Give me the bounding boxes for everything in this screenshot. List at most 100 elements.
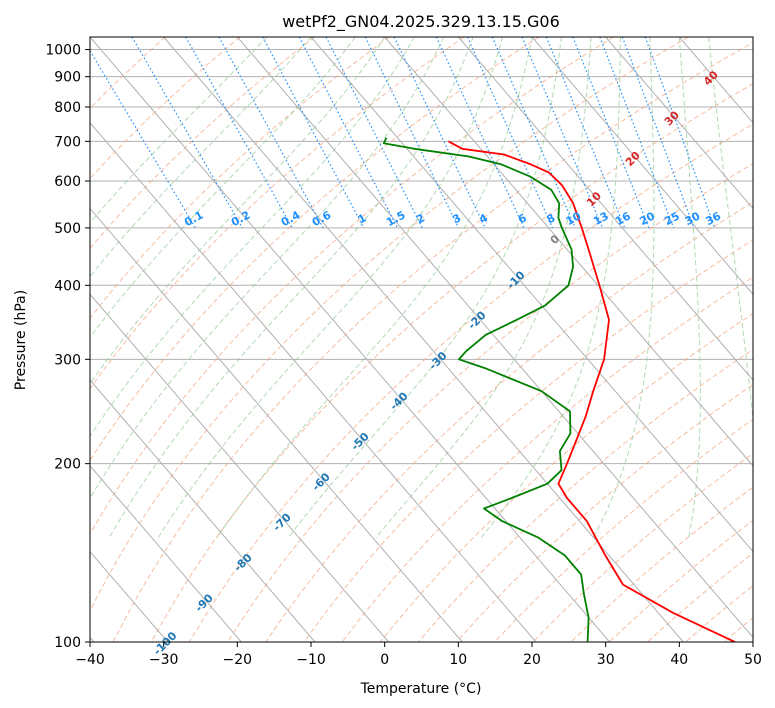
isotherm-line: [236, 37, 753, 639]
moist-adiabat: [480, 37, 621, 539]
isotherm-line: [163, 37, 684, 642]
mixing-ratio-line: [393, 37, 486, 229]
x-tick-label: −20: [223, 652, 253, 668]
mixing-ratio-label: 0.4: [279, 208, 303, 229]
dry-adiabat: [723, 616, 753, 642]
isotherm-line: [90, 121, 537, 642]
x-tick-label: 20: [523, 652, 541, 668]
dewpoint-profile-line: [382, 137, 590, 642]
isotherm-label: -40: [387, 389, 410, 412]
mixing-ratio-line: [435, 37, 525, 229]
x-tick-label: 50: [744, 652, 762, 668]
isotherm-line: [310, 37, 753, 553]
mixing-ratio-line: [185, 37, 293, 229]
moist-adiabat: [216, 37, 533, 538]
mixing-ratio-line: [218, 37, 324, 229]
moist-adiabat: [287, 37, 562, 539]
moist-adiabat: [375, 37, 592, 539]
dry-adiabat: [90, 37, 614, 535]
mixing-ratio-line: [599, 37, 675, 229]
dry-adiabat: [303, 239, 753, 642]
y-tick-label: 1000: [45, 43, 81, 59]
temperature-profile-line: [448, 140, 736, 642]
mixing-ratio-line: [644, 37, 716, 229]
isotherm-label: -80: [232, 551, 255, 574]
x-tick-label: 0: [380, 652, 389, 668]
mixing-ratio-line: [131, 37, 243, 229]
y-axis-label: Pressure (hPa): [13, 290, 29, 390]
y-tick-label: 400: [54, 278, 81, 294]
mixing-ratio-label: 2: [414, 211, 427, 226]
axes: −40 −30 −20 −10 0 10 20 30 40 5010020030040050060…: [45, 43, 762, 668]
y-tick-label: 900: [54, 70, 81, 86]
mixing-ratio-line: [466, 37, 554, 229]
isotherm-line: [531, 37, 753, 296]
dry-adiabat: [646, 552, 753, 642]
dry-adiabat: [608, 519, 753, 642]
mixing-ratio-label: 13: [591, 209, 611, 228]
y-tick-label: 800: [54, 100, 81, 116]
dry-adiabat: [90, 37, 241, 180]
dry-adiabat: [265, 201, 753, 642]
mixing-ratio-label: 36: [703, 209, 723, 228]
dry-adiabat: [379, 312, 753, 642]
x-tick-label: 10: [449, 652, 467, 668]
y-tick-label: 700: [54, 134, 81, 150]
moist-adiabat: [90, 37, 415, 438]
mixing-ratio-line: [364, 37, 460, 229]
dry-adiabat: [150, 83, 753, 642]
dry-adiabat: [418, 348, 753, 642]
y-tick-label: 300: [54, 352, 81, 368]
line-annotations: 0.1 0.2 0.4 0.6 1 1.5 2 3 4 6 8 10 13 16 20 25 30 36-100-…: [151, 68, 723, 658]
mixing-ratio-line: [521, 37, 604, 229]
isotherm-line: [678, 37, 753, 124]
dry-adiabat: [90, 37, 316, 250]
dry-adiabat: [762, 37, 775, 642]
dry-adiabat: [90, 37, 390, 319]
isotherm-label: -60: [310, 470, 333, 493]
moist-adiabat: [90, 37, 445, 499]
mixing-ratio-label: 16: [613, 209, 633, 228]
moist-adiabat: [108, 37, 474, 538]
moist-adiabat: [678, 37, 701, 538]
moist-adiabat: [90, 37, 386, 385]
isotherm-line: [90, 293, 390, 642]
mixing-ratio-line: [325, 37, 423, 229]
isotherm-label: 20: [623, 149, 643, 169]
moist-adiabat: [90, 37, 356, 339]
x-tick-label: −30: [149, 652, 179, 668]
isotherm-line: [752, 37, 753, 38]
y-tick-label: 100: [54, 635, 81, 651]
isotherm-line: [90, 465, 242, 642]
isotherm-line: [605, 37, 753, 210]
isotherm-label: -70: [271, 511, 294, 534]
isotherm-line: [457, 37, 753, 381]
mixing-ratio-label: 10: [564, 209, 584, 228]
mixing-ratio-label: 8: [544, 211, 557, 226]
x-tick-label: −40: [75, 652, 105, 668]
mixing-ratio-label: 3: [450, 211, 463, 226]
isotherm-label: -90: [193, 591, 216, 614]
dry-adiabat: [456, 384, 753, 642]
isotherm-line: [90, 37, 611, 642]
isotherm-line: [384, 37, 753, 467]
dry-adiabat: [227, 162, 753, 642]
dry-adiabat: [90, 37, 465, 390]
isotherm-label: 30: [662, 108, 682, 128]
isotherm-label: 0: [548, 232, 563, 247]
moist-adiabat: [708, 37, 753, 425]
chart-title: wetPf2_GN04.2025.329.13.15.G06: [282, 12, 560, 32]
mixing-ratio-line: [491, 37, 576, 229]
moist-adiabat: [592, 37, 655, 538]
y-tick-label: 600: [54, 174, 81, 190]
mixing-ratio-label: 4: [477, 211, 490, 226]
mixing-ratio-label: 25: [662, 209, 682, 228]
mixing-ratio-label: 0.1: [182, 208, 205, 229]
isotherm-label: -20: [465, 309, 488, 332]
isotherm-label: -50: [349, 430, 372, 453]
dry-adiabat: [90, 37, 540, 462]
dry-adiabat: [90, 37, 689, 612]
isotherm-line: [90, 207, 463, 642]
x-tick-label: −10: [296, 652, 326, 668]
